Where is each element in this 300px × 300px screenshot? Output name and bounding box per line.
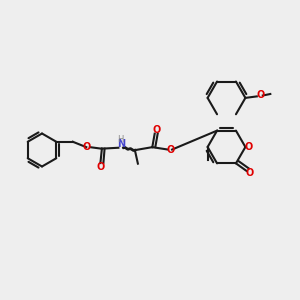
- Text: O: O: [245, 142, 253, 152]
- Text: H: H: [118, 135, 124, 144]
- Text: O: O: [82, 142, 90, 152]
- Text: O: O: [256, 91, 265, 100]
- Text: N: N: [117, 139, 125, 148]
- Text: O: O: [245, 168, 253, 178]
- Text: O: O: [97, 162, 105, 172]
- Text: O: O: [152, 125, 160, 135]
- Text: O: O: [167, 145, 175, 154]
